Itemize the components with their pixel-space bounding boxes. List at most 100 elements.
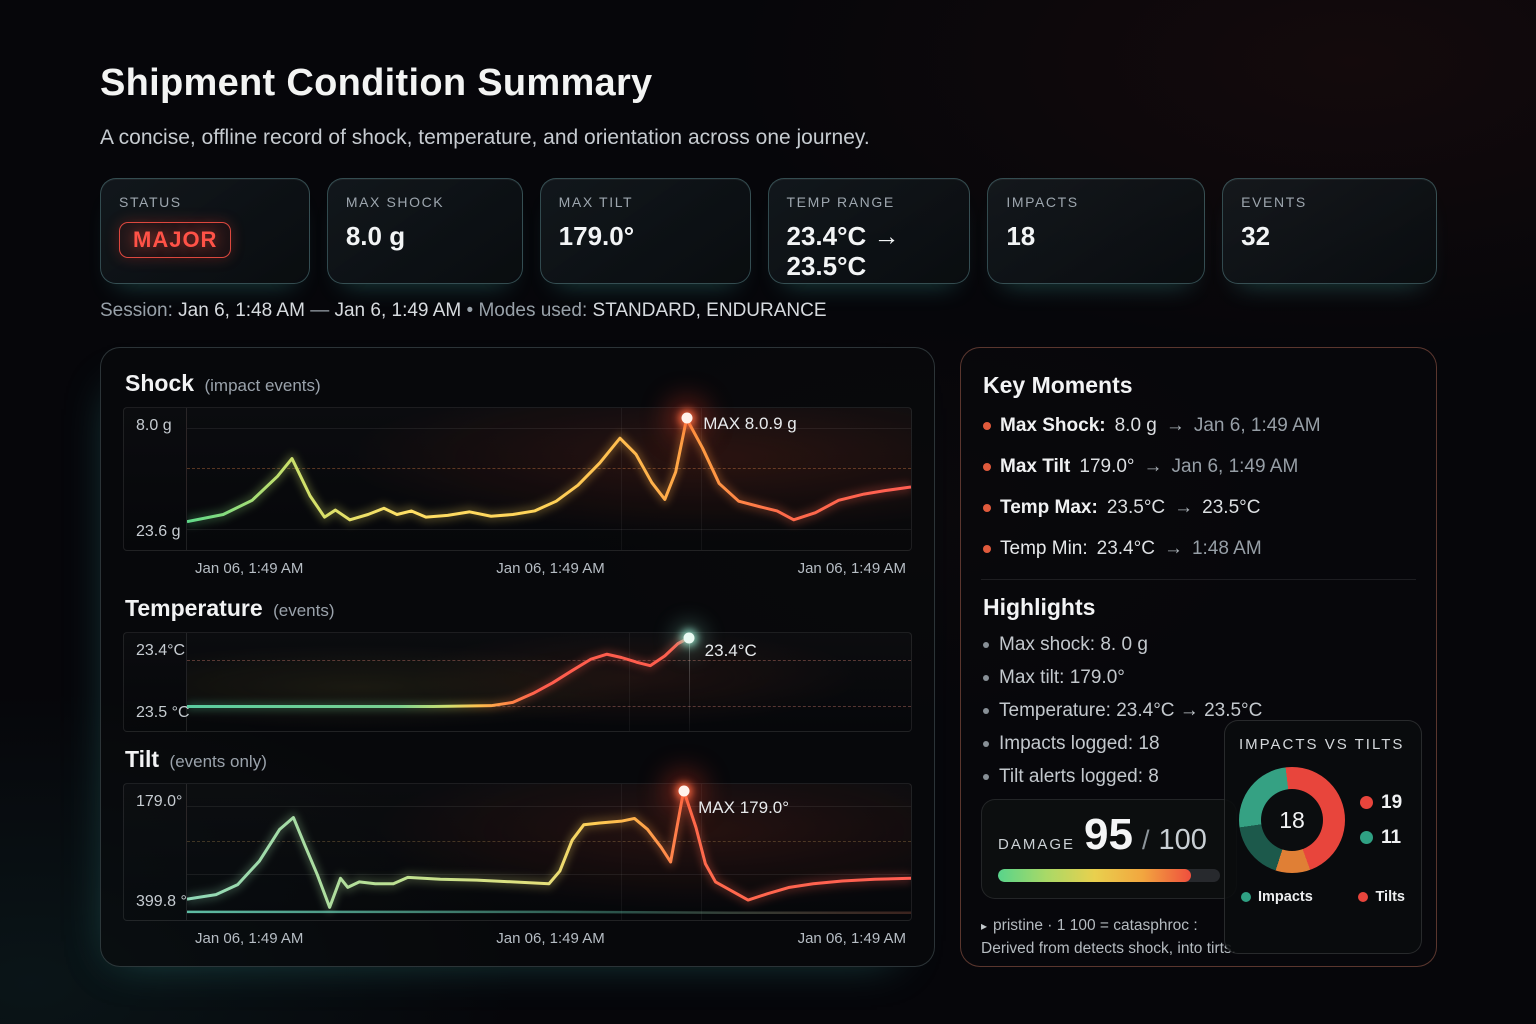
donut-label-legend: Impacts Tilts	[1239, 889, 1407, 905]
damage-progress-track	[998, 869, 1220, 882]
key-moment-value: 23.4°C	[1096, 538, 1155, 559]
key-moments-title: Key Moments	[983, 372, 1133, 398]
session-line: Session: Jan 6, 1:48 AM — Jan 6, 1:49 AM…	[100, 300, 827, 322]
key-moment-label: Max Shock:	[1000, 415, 1106, 436]
temperature-title: Temperature	[125, 595, 263, 621]
tilt-max-annotation: MAX 179.0°	[698, 797, 790, 817]
bullet-dot-icon	[983, 741, 989, 747]
temperature-y-axis: 23.4°C 23.5 °C	[124, 633, 190, 731]
damage-footnote-line1: pristine · 1 100 = catasphroc :	[993, 917, 1198, 934]
gridline	[187, 528, 911, 530]
section-divider	[981, 579, 1416, 580]
legend-value: 11	[1381, 826, 1402, 848]
highlight-row: Tilt alerts logged: 8	[983, 766, 1416, 788]
charts-panel: Shock (impact events) 8.0 g 23.6 g	[100, 347, 935, 967]
highlight-row: Temperature: 23.4°C → 23.5°C	[983, 700, 1416, 722]
temperature-max-dot	[683, 632, 695, 644]
temperature-y-min-label: 23.5 °C	[136, 704, 190, 721]
impacts-tilts-donut-chart: 18	[1239, 767, 1345, 873]
modes-label: Modes used:	[478, 300, 588, 321]
shock-x-tick: Jan 06, 1:49 AM	[195, 560, 304, 577]
max-shock-card-label: MAX SHOCK	[345, 194, 445, 210]
legend-item: Tilts	[1358, 889, 1405, 905]
highlight-text: Temperature: 23.4°C → 23.5°C	[999, 700, 1263, 721]
arrow-icon: →	[1165, 415, 1185, 436]
legend-label: Tilts	[1375, 889, 1405, 905]
shock-section: Shock (impact events) 8.0 g 23.6 g	[123, 370, 912, 593]
session-bullet: •	[466, 300, 474, 321]
tilt-max-dot	[678, 785, 690, 797]
tilt-subtitle: (events only)	[169, 752, 267, 771]
arrow-icon: →	[1163, 538, 1183, 559]
damage-footnote-line2: Derived from detects shock, into tirts.	[981, 940, 1236, 958]
session-end: Jan 6, 1:49 AM	[334, 300, 462, 321]
gridline	[628, 633, 630, 731]
legend-label: Impacts	[1258, 889, 1313, 905]
highlights-title: Highlights	[983, 594, 1096, 620]
legend-item: 19	[1360, 792, 1402, 814]
status-badge: MAJOR	[119, 222, 232, 258]
gridline	[621, 408, 623, 550]
impacts-card-value: 18	[1006, 221, 1036, 251]
key-moment-value: 179.0°	[1079, 456, 1135, 477]
max-tilt-card: MAX TILT 179.0°	[539, 178, 751, 284]
max-tilt-card-label: MAX TILT	[558, 194, 634, 210]
tilt-heading: Tilt (events only)	[125, 746, 912, 773]
tilt-x-tick: Jan 06, 1:49 AM	[797, 930, 906, 947]
shock-subtitle: (impact events)	[204, 376, 321, 395]
page-title: Shipment Condition Summary	[100, 62, 653, 104]
temperature-max-annotation: 23.4°C	[704, 640, 757, 660]
shock-x-tick: Jan 06, 1:49 AM	[496, 560, 605, 577]
key-moment-row: Max Tilt 179.0° → Jan 6, 1:49 AM	[983, 456, 1416, 478]
legend-value: 19	[1381, 791, 1403, 813]
temp-range-card: TEMP RANGE 23.4°C → 23.5°C	[767, 178, 971, 284]
shock-chart: 8.0 g 23.6 g	[123, 407, 912, 551]
highlight-row: Max tilt: 179.0°	[983, 667, 1416, 689]
shock-x-tick: Jan 06, 1:49 AM	[797, 560, 906, 577]
shock-line-chart	[187, 408, 911, 550]
temperature-line-chart	[187, 633, 911, 731]
damage-progress-fill	[998, 869, 1192, 882]
highlight-row: Impacts logged: 18	[983, 733, 1416, 755]
tilt-y-max-label: 179.0°	[136, 793, 183, 810]
tilt-chart: 179.0° 399.8 °	[123, 783, 912, 921]
tilt-section: Tilt (events only) 179.0° 399.8 °	[123, 746, 912, 963]
temp-range-card-value: 23.4°C → 23.5°C	[786, 221, 900, 281]
legend-dot-icon	[1360, 831, 1373, 844]
max-shock-card-value: 8.0 g	[345, 221, 406, 251]
shock-y-max-label: 8.0 g	[136, 417, 172, 434]
bullet-dot-icon	[983, 422, 991, 430]
temperature-plot: 23.4°C	[186, 632, 911, 731]
bullet-dot-icon	[983, 463, 991, 471]
key-moment-time: Jan 6, 1:49 AM	[1171, 456, 1299, 477]
highlight-text: Max shock: 8. 0 g	[999, 634, 1148, 655]
temp-range-card-label: TEMP RANGE	[786, 194, 895, 210]
shock-y-axis: 8.0 g 23.6 g	[124, 408, 186, 550]
status-card: STATUS MAJOR	[100, 178, 310, 284]
max-shock-card: MAX SHOCK 8.0 g	[326, 178, 523, 284]
bullet-dot-icon	[983, 708, 989, 714]
key-moment-time: 1:48 AM	[1191, 538, 1262, 559]
shock-max-annotation: MAX 8.0.9 g	[703, 413, 797, 433]
temperature-chart: 23.4°C 23.5 °C	[123, 632, 912, 732]
summary-panel: Key Moments Max Shock: 8.0 g → Jan 6, 1:…	[960, 347, 1437, 967]
damage-score-card: DAMAGE 95 / 100	[981, 799, 1237, 899]
legend-dot-icon	[1358, 892, 1369, 902]
damage-footnote: ▸ pristine · 1 100 = catasphroc : Derived…	[981, 914, 1416, 961]
session-dash: —	[310, 300, 330, 321]
damage-score-value: 95	[1084, 810, 1133, 859]
impacts-vs-tilts-card: IMPACTS VS TILTS 18 19 11 Impacts	[1224, 720, 1422, 954]
key-moment-label: Max Tilt	[1000, 456, 1071, 477]
key-moment-time: Jan 6, 1:49 AM	[1193, 415, 1321, 436]
bullet-dot-icon	[983, 675, 989, 681]
gridline	[187, 805, 911, 807]
shock-x-axis: Jan 06, 1:49 AM Jan 06, 1:49 AM Jan 06, …	[185, 551, 912, 593]
tilt-threshold-line	[187, 841, 911, 843]
legend-dot-icon	[1241, 892, 1251, 902]
gridline	[701, 408, 703, 550]
tilt-line-chart	[187, 784, 911, 920]
tilt-x-tick: Jan 06, 1:49 AM	[496, 930, 605, 947]
tilt-plot: MAX 179.0°	[186, 784, 911, 920]
tilt-y-axis: 179.0° 399.8 °	[124, 784, 187, 920]
legend-dot-icon	[1360, 796, 1373, 809]
